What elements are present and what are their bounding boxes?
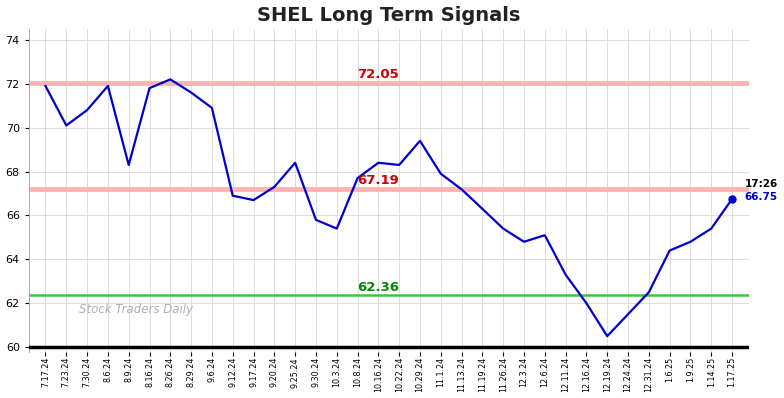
Point [726,196,739,202]
Text: 67.19: 67.19 [357,174,399,187]
Text: 66.75: 66.75 [745,192,778,202]
Text: Stock Traders Daily: Stock Traders Daily [79,303,193,316]
Text: 72.05: 72.05 [357,68,399,81]
Title: SHEL Long Term Signals: SHEL Long Term Signals [257,6,521,25]
Text: 17:26: 17:26 [745,179,778,189]
Text: 62.36: 62.36 [357,281,399,293]
